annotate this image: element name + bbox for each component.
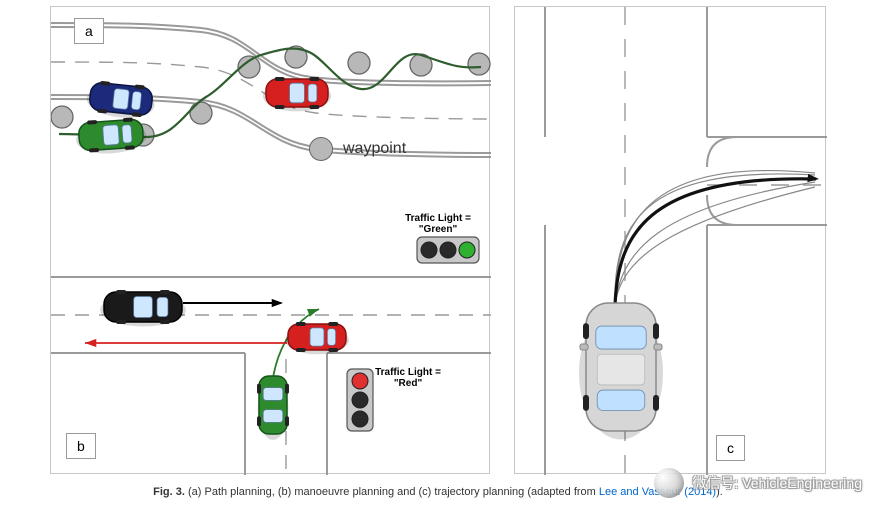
label-b: b [66,433,96,459]
panel-a-b: waypoint Traffic Light = "Green" Traffic… [50,6,490,474]
trajectories-c [615,171,819,307]
label-a: a [74,18,104,44]
waypoint-label: waypoint [343,140,406,158]
label-c: c [716,435,745,461]
watermark-text: 微信号: VehicleEngineering [692,473,862,493]
ego-car-c [579,303,663,440]
waypoint-dot-icon [309,137,333,161]
panel-c [514,6,826,474]
traffic-light-green-label: Traffic Light = "Green" [403,213,473,235]
wechat-icon [654,468,684,498]
waypoint-legend: waypoint [309,137,406,161]
watermark: 微信号: VehicleEngineering [654,468,862,498]
traffic-light-red-label: Traffic Light = "Red" [373,367,443,389]
